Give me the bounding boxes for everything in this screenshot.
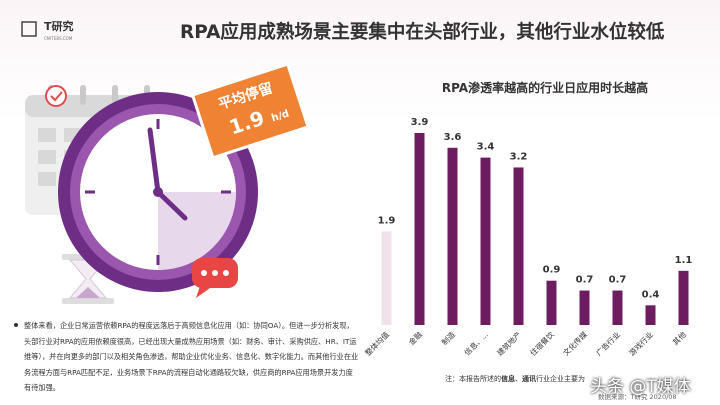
x-tick-label: 信息、... xyxy=(462,329,490,357)
footnote-text: 、 xyxy=(515,375,522,383)
value-label: 3.6 xyxy=(444,132,462,143)
bar xyxy=(645,305,656,325)
value-label: 3.9 xyxy=(411,117,429,128)
value-label: 0.4 xyxy=(642,289,660,300)
badge: 平均停留 1.9 h/d xyxy=(190,62,310,160)
x-tick-label: 整体均值 xyxy=(363,329,392,358)
footnote-text: 注：本报告所述的 xyxy=(445,375,501,383)
value-label: 1.1 xyxy=(675,255,693,266)
bar xyxy=(612,290,623,325)
logo-mark xyxy=(21,21,37,37)
logo: T研究 xyxy=(44,19,74,33)
footnote: 注：本报告所述的信息、通讯行业企业主要为 xyxy=(445,374,585,384)
value-label: 0.7 xyxy=(609,275,627,286)
watermark: 头条 @T媒体 xyxy=(590,377,691,397)
x-tick-label: 制造 xyxy=(439,329,457,347)
logo-sub: CMITEBS.COM xyxy=(44,36,73,41)
bar xyxy=(546,280,557,325)
badge-unit: h/d xyxy=(270,108,290,124)
bar xyxy=(414,133,425,325)
value-label: 0.9 xyxy=(543,265,561,276)
clock-icon xyxy=(58,92,258,292)
x-tick-label: 广告行业 xyxy=(594,329,623,358)
bar xyxy=(381,231,392,325)
bar xyxy=(447,147,458,325)
x-tick-label: 游戏行业 xyxy=(627,329,656,358)
footnote-text: 行业企业主要为 xyxy=(536,375,585,383)
value-label: 1.9 xyxy=(378,215,396,226)
value-label: 3.4 xyxy=(477,142,495,153)
bar xyxy=(513,167,524,325)
x-tick-label: 其他 xyxy=(670,329,688,347)
value-label: 3.2 xyxy=(510,151,528,162)
source: 数据来源：T研究 2020/08 xyxy=(598,393,677,401)
bar xyxy=(579,290,590,325)
footnote-bold: 信息 xyxy=(501,375,515,383)
slide-title: RPA应用成熟场景主要集中在头部行业，其他行业水位较低 xyxy=(180,21,665,43)
bar xyxy=(678,270,689,325)
x-tick-label: 建筑地产 xyxy=(495,329,523,357)
chart-title: RPA渗透率越高的行业日应用时长越高 xyxy=(442,80,648,95)
x-tick-label: 住宿餐饮 xyxy=(528,329,557,358)
chat-icon xyxy=(192,258,238,298)
footnote-bold: 通讯 xyxy=(522,375,536,383)
x-tick-label: 文化传媒 xyxy=(561,329,590,358)
bar xyxy=(480,157,491,325)
x-tick-label: 金融 xyxy=(406,329,424,347)
note-text: 整体来看，企业日常运营依赖RPA的程度远落后于高频信息化应用（如：协同OA）。但… xyxy=(14,318,360,396)
value-label: 0.7 xyxy=(576,275,594,286)
